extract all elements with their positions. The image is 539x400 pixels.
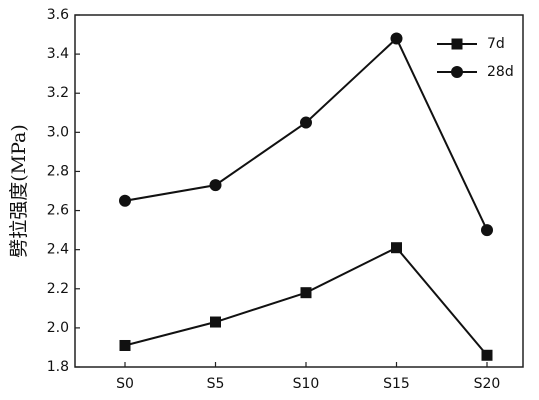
marker xyxy=(481,349,493,361)
legend-marker xyxy=(451,66,463,78)
y-tick-label: 2.8 xyxy=(47,163,69,179)
legend-marker xyxy=(451,38,463,50)
marker xyxy=(481,224,493,237)
y-tick-label: 2.0 xyxy=(47,320,69,336)
y-tick-label: 2.2 xyxy=(47,281,69,297)
y-tick-label: 3.2 xyxy=(47,85,69,101)
y-tick-label: 3.4 xyxy=(47,46,69,62)
series-line xyxy=(124,246,488,356)
series-line xyxy=(124,36,488,231)
marker xyxy=(300,287,312,299)
y-axis-label: 劈拉强度(MPa) xyxy=(8,124,30,258)
x-tick-label: S10 xyxy=(293,376,320,392)
marker xyxy=(209,179,222,192)
marker xyxy=(391,242,402,254)
plot-frame xyxy=(74,14,524,368)
x-tick-label: S5 xyxy=(207,376,225,392)
x-tick-label: S15 xyxy=(383,376,410,392)
marker xyxy=(390,32,403,45)
marker xyxy=(119,194,131,207)
marker xyxy=(119,339,131,351)
y-tick-label: 2.6 xyxy=(47,203,69,219)
marker xyxy=(300,116,312,129)
y-tick-label: 2.4 xyxy=(47,242,69,258)
x-tick-label: S0 xyxy=(116,376,134,392)
legend-label: 28d xyxy=(487,64,514,80)
y-tick-label: 3.0 xyxy=(47,124,69,140)
y-tick-label: 3.6 xyxy=(47,7,69,23)
marker xyxy=(210,316,221,328)
legend-label: 7d xyxy=(487,36,505,52)
y-tick-label: 1.8 xyxy=(47,359,69,375)
x-tick-label: S20 xyxy=(474,376,501,392)
